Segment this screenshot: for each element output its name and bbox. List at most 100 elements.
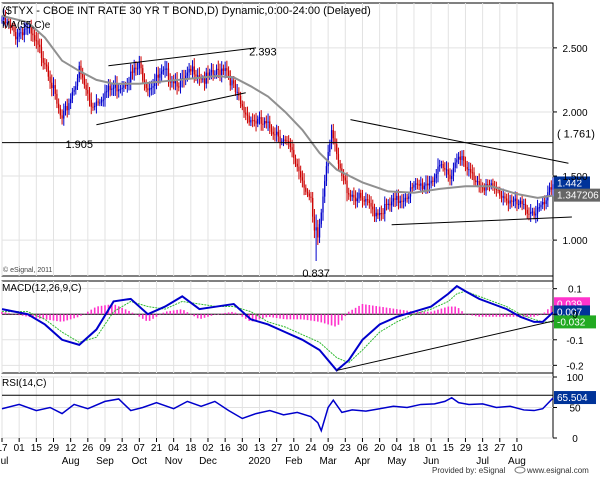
xtick-label: 23 [117, 443, 129, 454]
candle-body [224, 68, 226, 71]
macd-hist-bar [25, 314, 27, 317]
candle-body [33, 35, 36, 41]
candle-body [159, 73, 161, 78]
macd-hist-bar [392, 308, 395, 315]
macd-hist-bar [495, 314, 498, 317]
candle-body [274, 134, 276, 136]
candle-body [116, 83, 118, 92]
candle-body [251, 120, 254, 122]
candle-body [260, 117, 262, 124]
candle-body [485, 184, 487, 191]
xmonth-label: 2020 [248, 456, 271, 467]
macd-hist-bar [433, 310, 436, 315]
candle-body [140, 62, 142, 69]
candle-body [257, 118, 259, 124]
macd-hist-bar [299, 314, 302, 320]
candle-body [420, 183, 422, 186]
macd-hist-bar [303, 314, 305, 320]
macd-hist-bar [49, 314, 51, 321]
price-ytick-label: 1.500 [562, 172, 587, 183]
candle-body [61, 115, 63, 119]
xtick-label: 23 [340, 443, 352, 454]
candle-body [1, 19, 3, 21]
candle-body [169, 81, 171, 83]
candle-body [548, 187, 551, 193]
candle-body [471, 172, 473, 174]
candle-body [279, 136, 281, 142]
macd-hist-bar [488, 314, 491, 317]
xmonth-label: Jul [476, 456, 489, 467]
candle-body [160, 71, 163, 74]
xtick-label: 18 [408, 443, 420, 454]
candle-body [322, 196, 324, 213]
macd-hist-bar [234, 312, 237, 315]
price-panel: 2.393 1.905 0.837 ( 1.761) 1.442 1.347206 [1, 9, 600, 280]
macd-hist-bar [413, 311, 415, 315]
xtick-label: 18 [185, 443, 197, 454]
macd-hist-bar [131, 312, 134, 315]
candle-body [320, 212, 322, 225]
candle-body [469, 169, 472, 173]
macd-hist-bar [382, 307, 384, 315]
candle-body [243, 106, 245, 113]
candle-body [8, 21, 10, 25]
candle-body [382, 213, 384, 215]
macd-hist-bar [547, 309, 549, 315]
candle-body [464, 160, 467, 168]
macd-hist-bar [457, 308, 460, 315]
macd-hist-bar [231, 311, 233, 315]
candle-body [167, 68, 170, 82]
macd-hist-bar [354, 307, 357, 315]
candle-body [47, 66, 49, 77]
candle-body [191, 66, 194, 72]
macd-hist-bar [282, 314, 285, 320]
macd-hist-bar [454, 306, 456, 315]
candle-body [361, 197, 364, 200]
xtick-label: 27 [271, 443, 283, 454]
candle-body [454, 162, 456, 168]
macd-histogram [1, 304, 553, 327]
macd-ytick-label: -0.1 [566, 336, 584, 347]
candle-body [234, 83, 237, 93]
macd-hist-bar [176, 309, 178, 315]
provided-by-text: Provided by: eSignal [432, 466, 506, 475]
xtick-label: 17 [0, 443, 8, 454]
candle-body [404, 197, 407, 201]
candle-body [317, 227, 319, 238]
macd-hist-bar [183, 310, 185, 315]
candle-body [351, 194, 353, 197]
macd-hist-bar [426, 311, 429, 315]
macd-hist-bar [141, 314, 144, 319]
candle-body [209, 72, 211, 77]
xmonth-label: May [387, 456, 406, 467]
macd-hist-bar [550, 305, 553, 315]
macd-hist-bar [59, 314, 62, 322]
candle-body [28, 27, 31, 29]
candle-body [198, 75, 201, 78]
candle-body [188, 68, 190, 73]
candle-body [499, 190, 501, 196]
candle-body [313, 216, 316, 231]
candle-body [303, 180, 305, 188]
macd-hist-bar [11, 313, 14, 315]
candle-body [418, 184, 420, 186]
macd-hist-bar [275, 314, 278, 319]
candle-body [265, 121, 267, 124]
candle-body [318, 224, 321, 238]
xtick-label: 29 [48, 443, 60, 454]
candle-body [205, 72, 207, 84]
xmonth-label: Aug [508, 456, 526, 467]
macd-hist-bar [485, 314, 487, 317]
macd-hist-bar [371, 305, 374, 315]
macd-hist-bar [97, 306, 99, 315]
macd-hist-bar [203, 314, 206, 318]
candle-body [536, 207, 539, 214]
candle-body [511, 200, 513, 202]
macd-hist-bar [217, 313, 220, 315]
macd-hist-bar [56, 314, 58, 322]
candle-body [456, 159, 458, 163]
candle-body [392, 198, 395, 202]
macd-hist-bar [200, 314, 202, 319]
xtick-label: 21 [151, 443, 163, 454]
